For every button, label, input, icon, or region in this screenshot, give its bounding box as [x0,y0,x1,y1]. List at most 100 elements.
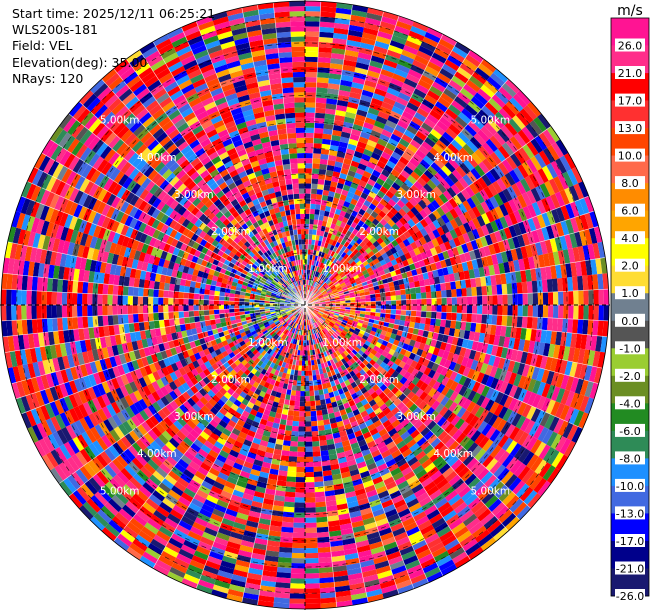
range-gate-cell [388,155,399,165]
range-gate-cell [386,550,402,561]
range-gate-cell [293,517,305,523]
range-gate-cell [521,126,535,142]
range-gate-cell [515,111,530,127]
range-gate-cell [309,208,316,215]
range-gate-cell [342,418,351,426]
range-gate-cell [498,335,506,348]
range-gate-cell [395,381,404,390]
range-gate-cell [433,427,445,438]
range-gate-cell [301,335,304,341]
range-gate-cell [328,348,333,355]
range-gate-cell [319,394,326,401]
range-gate-cell [299,350,303,356]
range-gate-cell [517,234,526,248]
range-gate-cell [527,493,542,509]
range-gate-cell [362,170,372,179]
range-gate-cell [370,301,376,305]
range-gate-cell [486,76,502,91]
range-gate-cell [339,172,348,180]
range-gate-cell [333,338,339,345]
range-gate-cell [487,477,501,492]
range-gate-cell [477,533,494,547]
range-gate-cell [293,522,305,528]
range-gate-cell [420,122,434,133]
range-gate-cell [369,498,382,508]
range-gate-cell [444,176,455,188]
range-gate-cell [374,120,386,130]
range-gate-cell [341,163,351,171]
range-gate-cell [352,263,359,270]
range-gate-cell [538,444,551,460]
range-gate-cell [436,555,452,567]
range-gate-cell [337,237,343,244]
range-gate-cell [372,362,380,370]
range-gate-cell [318,214,324,221]
range-gate-cell [308,298,313,302]
range-gate-cell [440,34,457,47]
range-gate-cell [424,566,441,579]
range-gate-cell [342,184,351,192]
range-gate-cell [316,87,328,94]
range-gate-cell [316,189,324,195]
range-gate-cell [422,70,437,82]
range-gate-cell [473,350,482,362]
range-gate-cell [305,61,318,68]
range-gate-cell [368,260,376,267]
range-gate-cell [326,288,332,293]
range-gate-cell [358,47,374,56]
range-gate-cell [380,449,392,459]
range-gate-cell [436,290,442,299]
range-gate-cell [281,526,294,533]
range-gate-cell [338,315,344,320]
range-gate-cell [446,412,457,423]
range-gate-cell [278,470,288,477]
range-gate-cell [315,338,320,344]
range-gate-cell [385,296,392,301]
range-gate-cell [312,158,321,164]
range-gate-cell [308,375,313,381]
range-gate-cell [454,135,467,148]
range-gate-cell [295,482,305,488]
range-gate-cell [328,274,334,280]
range-gate-cell [315,290,321,295]
range-gate-cell [350,299,356,303]
range-gate-cell [450,497,465,510]
range-gate-cell [467,390,477,402]
range-gate-cell [587,243,596,260]
range-gate-cell [309,334,313,341]
range-gate-cell [368,467,380,476]
range-gate-cell [461,243,469,254]
range-gate-cell [347,258,354,265]
range-gate-cell [383,222,392,231]
range-gate-cell [414,239,423,248]
range-gate-cell [366,161,377,170]
range-gate-cell [334,259,341,266]
range-gate-cell [292,537,305,544]
range-gate-cell [492,356,501,368]
range-gate-cell [348,186,357,194]
range-gate-cell [486,343,494,355]
range-gate-cell [314,390,320,396]
range-gate-cell [310,286,314,292]
range-gate-cell [352,368,360,375]
range-gate-cell [420,557,437,569]
range-gate-cell [549,357,558,372]
range-gate-cell [399,216,408,226]
range-gate-cell [451,46,468,59]
range-gate-cell [287,466,297,472]
range-gate-cell [450,139,463,151]
range-gate-cell [362,517,376,526]
range-gate-cell [466,457,479,470]
range-gate-cell [317,184,325,190]
range-gate-cell [318,353,323,359]
range-gate-cell [367,107,380,116]
range-gate-cell [376,399,385,408]
range-gate-cell [489,366,498,378]
range-gate-cell [315,97,327,104]
range-gate-cell [508,199,518,213]
range-gate-cell [305,355,308,361]
range-gate-cell [378,527,393,537]
range-gate-cell [394,319,401,326]
range-gate-cell [360,410,369,418]
range-gate-cell [290,441,298,447]
